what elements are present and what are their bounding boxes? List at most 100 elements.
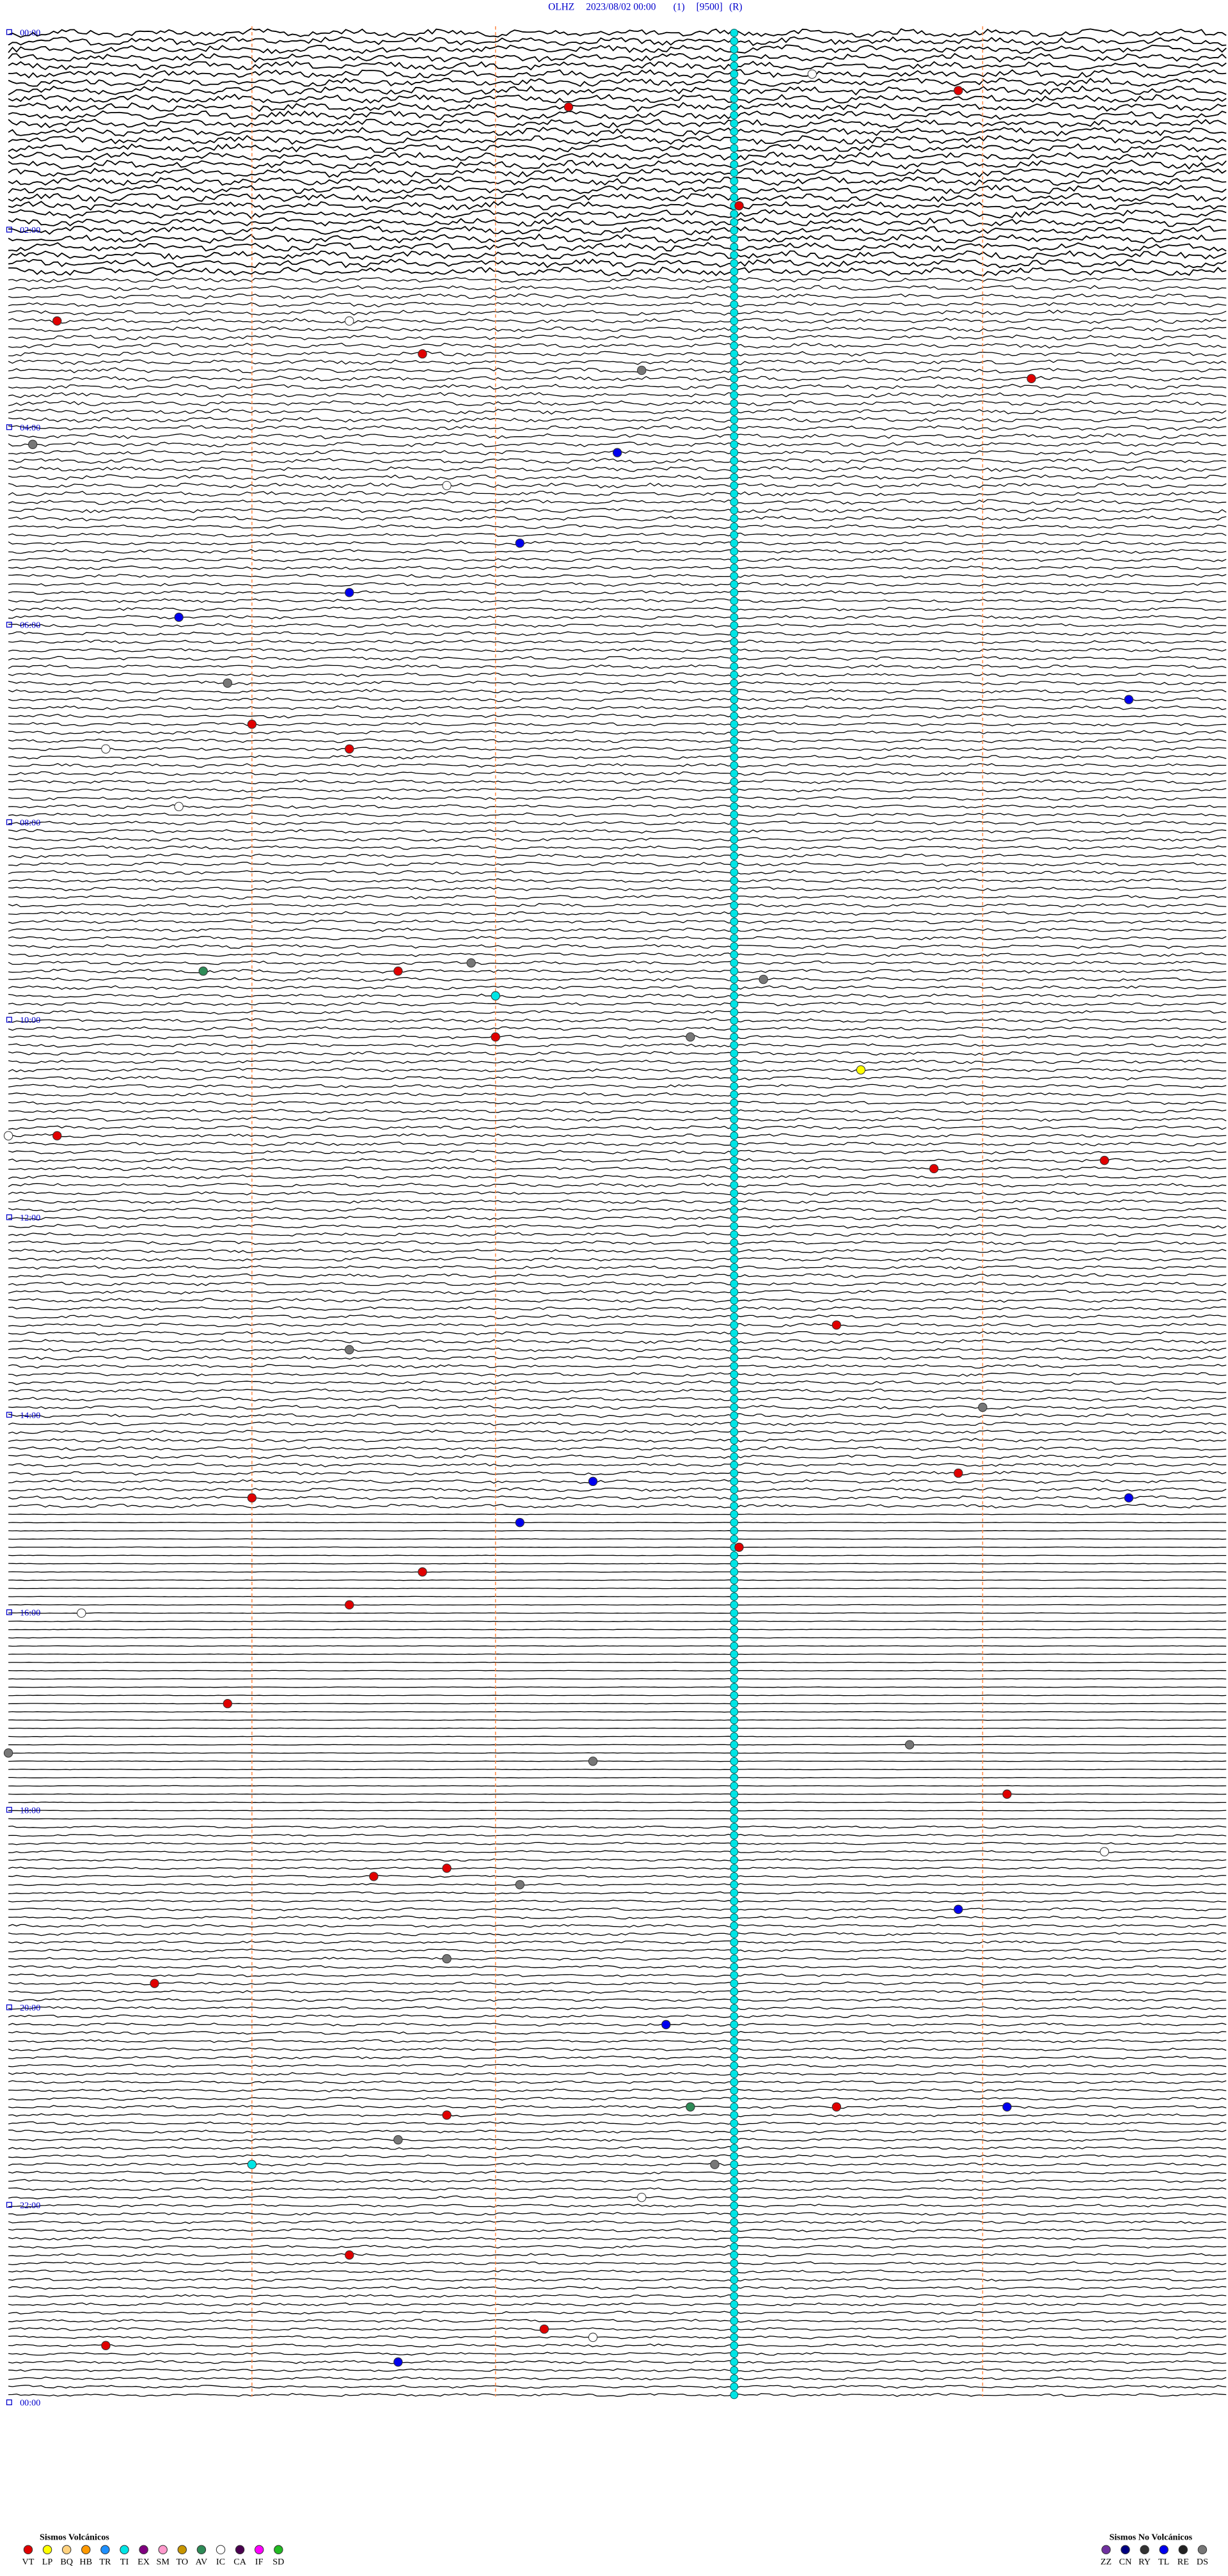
ti-marker bbox=[730, 1732, 739, 1741]
event bbox=[734, 1542, 744, 1552]
trace bbox=[8, 1695, 1227, 1696]
ti-marker bbox=[730, 2201, 739, 2210]
ti-marker bbox=[730, 860, 739, 869]
trace bbox=[8, 574, 1227, 579]
event bbox=[1099, 1155, 1110, 1166]
trace bbox=[8, 200, 1227, 211]
trace bbox=[8, 44, 1227, 54]
ti-marker bbox=[730, 1238, 739, 1247]
ti-marker bbox=[730, 942, 739, 951]
event bbox=[150, 1979, 159, 1988]
trace bbox=[8, 590, 1227, 596]
event bbox=[393, 2357, 403, 2367]
trace bbox=[8, 1405, 1227, 1410]
ti-marker bbox=[730, 1691, 739, 1700]
ti-marker bbox=[730, 711, 739, 720]
legend-code: SM bbox=[156, 2557, 169, 2567]
ti-marker bbox=[730, 892, 739, 901]
time-label: 02:00 bbox=[20, 225, 40, 235]
ti-marker bbox=[730, 267, 739, 276]
trace bbox=[8, 168, 1227, 178]
trace bbox=[8, 85, 1227, 96]
trace bbox=[8, 1182, 1227, 1188]
ti-marker bbox=[730, 1757, 739, 1766]
ti-marker bbox=[730, 951, 739, 959]
ti-marker bbox=[730, 366, 739, 375]
trace bbox=[8, 1273, 1227, 1278]
ti-marker bbox=[730, 506, 739, 515]
event bbox=[198, 966, 208, 976]
ti-marker bbox=[730, 440, 739, 449]
ti-marker bbox=[730, 1625, 739, 1634]
trace bbox=[8, 1538, 1227, 1540]
time-tick bbox=[6, 1806, 12, 1813]
trace bbox=[8, 326, 1227, 333]
ti-marker bbox=[730, 1987, 739, 1996]
trace bbox=[8, 1703, 1227, 1705]
ti-marker bbox=[730, 1271, 739, 1280]
ti-marker bbox=[730, 1510, 739, 1519]
trace bbox=[8, 1899, 1227, 1903]
trace bbox=[8, 2130, 1227, 2134]
ti-marker bbox=[730, 621, 739, 630]
ti-marker bbox=[730, 1032, 739, 1041]
ti-marker bbox=[730, 851, 739, 860]
trace bbox=[8, 2302, 1227, 2307]
event bbox=[612, 448, 622, 457]
ti-marker bbox=[730, 111, 739, 120]
event bbox=[247, 1493, 257, 1503]
event bbox=[77, 1608, 86, 1618]
ti-marker bbox=[730, 2111, 739, 2119]
trace bbox=[8, 2006, 1227, 2011]
event bbox=[1099, 1847, 1110, 1857]
trace bbox=[8, 532, 1227, 537]
ti-marker bbox=[730, 1724, 739, 1733]
trace bbox=[8, 1645, 1227, 1647]
event bbox=[247, 719, 257, 729]
time-tick bbox=[6, 819, 12, 825]
event bbox=[978, 1402, 988, 1412]
ti-marker bbox=[730, 1600, 739, 1609]
event bbox=[807, 69, 817, 79]
ti-marker bbox=[730, 704, 739, 712]
trace bbox=[8, 697, 1227, 702]
ti-marker bbox=[730, 1049, 739, 1058]
event bbox=[223, 678, 233, 688]
trace bbox=[8, 318, 1227, 324]
ti-marker bbox=[730, 2045, 739, 2054]
ti-marker bbox=[730, 654, 739, 663]
trace bbox=[8, 1760, 1227, 1762]
trace bbox=[8, 1964, 1227, 1969]
event bbox=[515, 1880, 525, 1890]
time-tick bbox=[6, 2004, 12, 2011]
ti-marker bbox=[730, 992, 739, 1000]
ti-marker bbox=[730, 489, 739, 498]
ti-marker bbox=[730, 1370, 739, 1379]
trace bbox=[8, 93, 1227, 104]
ti-marker bbox=[730, 1518, 739, 1527]
time-label: 20:00 bbox=[20, 2003, 40, 2013]
event bbox=[418, 1567, 427, 1577]
ti-marker bbox=[730, 1905, 739, 1914]
ti-marker bbox=[730, 383, 739, 391]
trace bbox=[8, 1125, 1227, 1130]
ti-marker bbox=[730, 193, 739, 202]
ti-marker bbox=[730, 1329, 739, 1338]
trace bbox=[8, 1372, 1227, 1377]
trace bbox=[8, 2121, 1227, 2126]
legend-code: RY bbox=[1138, 2557, 1151, 2567]
ti-marker bbox=[730, 2267, 739, 2276]
time-tick bbox=[6, 622, 12, 628]
trace bbox=[8, 77, 1227, 88]
ti-marker bbox=[730, 572, 739, 581]
trace bbox=[8, 233, 1227, 244]
ti-marker bbox=[730, 94, 739, 103]
ti-marker bbox=[730, 761, 739, 770]
legend-swatch bbox=[1178, 2545, 1188, 2555]
trace bbox=[8, 2195, 1227, 2200]
trace bbox=[8, 656, 1227, 661]
trace bbox=[8, 2343, 1227, 2348]
trace bbox=[8, 1421, 1227, 1426]
header: OLHZ 2023/08/02 00:00 (1) [9500] (R) bbox=[548, 1, 743, 12]
ti-marker bbox=[730, 1379, 739, 1387]
